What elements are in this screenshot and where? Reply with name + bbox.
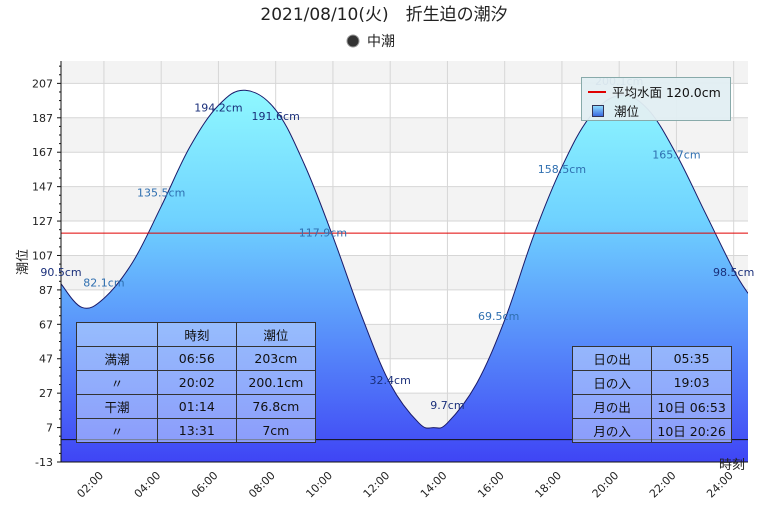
table-row: 月の入 10日 20:26 <box>571 418 732 443</box>
data-label: 9.7cm <box>430 399 464 412</box>
chart-title: 2021/08/10(火) 折生迫の潮汐 <box>260 5 507 25</box>
y-tick-label: -13 <box>35 456 53 469</box>
y-tick-label: 27 <box>39 387 53 400</box>
x-tick-label: 18:00 <box>532 469 564 501</box>
y-tick-label: 67 <box>39 318 53 331</box>
table-cell: 10日 20:26 <box>651 418 732 443</box>
plot-band <box>61 61 748 84</box>
table-cell: 76.8cm <box>235 394 317 419</box>
y-tick-label: 187 <box>32 112 53 125</box>
x-tick-label: 20:00 <box>590 469 622 501</box>
table-header-cell <box>76 322 158 347</box>
tide-table: 時刻 潮位 満潮 06:56 203cm 〃 20:02 200.1cm 干潮 … <box>76 322 317 443</box>
data-label: 158.5cm <box>538 163 586 176</box>
x-axis-label: 時刻 <box>719 458 745 473</box>
table-cell: 7cm <box>235 418 317 443</box>
table-cell: 20:02 <box>156 370 237 395</box>
table-cell: 200.1cm <box>235 370 317 395</box>
x-tick-label: 08:00 <box>246 469 278 501</box>
table-row: 干潮 01:14 76.8cm <box>76 394 317 419</box>
data-label: 117.9cm <box>299 227 347 240</box>
legend-item-mean-level: 平均水面 120.0cm <box>588 82 721 101</box>
x-tick-label: 16:00 <box>475 469 507 501</box>
x-tick-labels: 02:00 04:00 06:00 08:00 10:00 12:00 14:00 16:00… <box>74 469 735 501</box>
table-cell: 日の出 <box>571 346 653 371</box>
y-axis-label: 潮位 <box>16 249 31 275</box>
y-tick-label: 87 <box>39 284 53 297</box>
legend-label-mean-level: 平均水面 120.0cm <box>612 85 721 100</box>
legend-line-swatch <box>588 90 606 93</box>
data-label: 135.5cm <box>137 186 185 199</box>
legend-item-tide: 潮位 <box>588 101 639 120</box>
table-row: 〃 20:02 200.1cm <box>76 370 317 395</box>
table-cell: 01:14 <box>156 394 237 419</box>
data-label: 191.6cm <box>252 110 300 123</box>
legend-area-swatch <box>592 104 604 117</box>
x-tick-label: 02:00 <box>74 469 106 501</box>
table-header-row: 時刻 潮位 <box>76 322 317 347</box>
x-tick-label: 22:00 <box>647 469 679 501</box>
table-cell: 〃 <box>76 370 158 395</box>
y-tick-label: 127 <box>32 215 53 228</box>
legend-label-tide: 潮位 <box>614 104 640 119</box>
axes <box>57 61 748 463</box>
table-cell: 干潮 <box>76 394 158 419</box>
table-cell: 月の入 <box>571 418 653 443</box>
y-tick-label: 167 <box>32 146 53 159</box>
tide-type: 中潮 <box>367 34 395 50</box>
data-label: 32.4cm <box>370 374 411 387</box>
table-cell: 日の入 <box>571 370 653 395</box>
table-header-cell: 時刻 <box>156 322 237 347</box>
table-row: 日の入 19:03 <box>571 370 732 395</box>
data-label: 194.2cm <box>194 101 242 114</box>
chart-legend: 平均水面 120.0cm 潮位 <box>581 77 731 121</box>
sun-moon-table: 日の出 05:35 日の入 19:03 月の出 10日 06:53 月の入 10… <box>571 346 732 443</box>
table-row: 月の出 10日 06:53 <box>571 394 732 419</box>
table-header-cell: 潮位 <box>235 322 317 347</box>
y-tick-label: 207 <box>32 77 53 90</box>
x-tick-label: 06:00 <box>189 469 221 501</box>
table-cell: 10日 06:53 <box>651 394 732 419</box>
x-tick-label: 12:00 <box>361 469 393 501</box>
table-cell: 満潮 <box>76 346 158 371</box>
table-cell: 06:56 <box>156 346 237 371</box>
y-tick-label: 107 <box>32 249 53 262</box>
x-tick-label: 10:00 <box>303 469 335 501</box>
y-tick-labels: -13 7 27 47 67 87 107 127 147 167 187 207 <box>32 77 53 469</box>
table-cell: 19:03 <box>651 370 732 395</box>
data-label: 90.5cm <box>40 266 81 279</box>
y-tick-label: 7 <box>46 422 53 435</box>
table-cell: 〃 <box>76 418 158 443</box>
y-tick-label: 47 <box>39 353 53 366</box>
table-cell: 13:31 <box>156 418 237 443</box>
table-cell: 月の出 <box>571 394 653 419</box>
data-label: 69.5cm <box>478 310 519 323</box>
table-cell: 203cm <box>235 346 317 371</box>
data-label: 82.1cm <box>83 276 124 289</box>
data-label: 98.5cm <box>713 266 754 279</box>
x-tick-label: 14:00 <box>418 469 450 501</box>
moon-phase-icon <box>346 34 360 48</box>
y-tick-label: 147 <box>32 181 53 194</box>
x-tick-label: 04:00 <box>132 469 164 501</box>
x-tick-label: 24:00 <box>704 469 736 501</box>
data-label: 165.7cm <box>652 148 700 161</box>
table-row: 〃 13:31 7cm <box>76 418 317 443</box>
table-cell: 05:35 <box>651 346 732 371</box>
table-row: 日の出 05:35 <box>571 346 732 371</box>
table-row: 満潮 06:56 203cm <box>76 346 317 371</box>
